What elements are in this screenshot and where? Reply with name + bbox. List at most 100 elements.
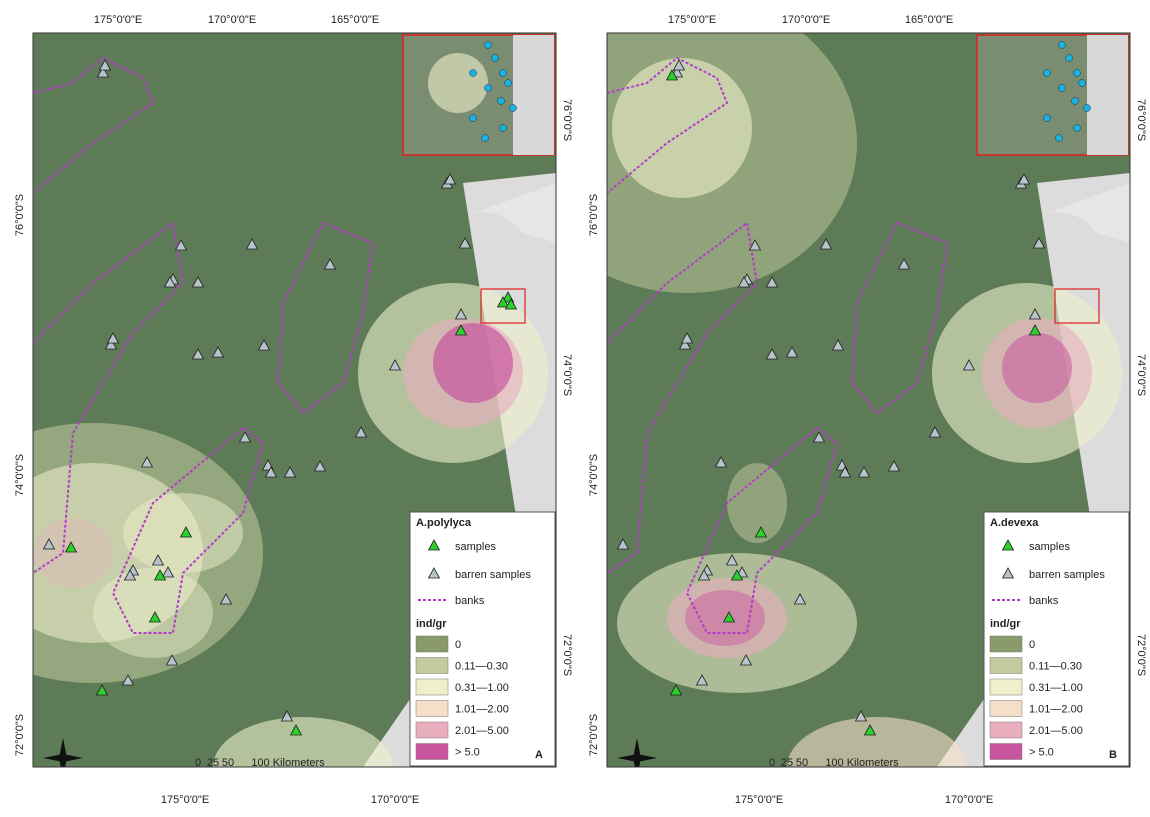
inset-site [1072, 98, 1079, 105]
inset-site [1059, 85, 1066, 92]
inset-site [498, 98, 505, 105]
legend-swatch [416, 658, 448, 674]
legend-label: 0.31—1.00 [1029, 682, 1083, 694]
scale-bar: 02550100 Kilometers [769, 757, 899, 775]
top-coordinate: 175°0'0"E [668, 14, 716, 26]
density-zone [1002, 333, 1072, 403]
scale-segment [228, 771, 258, 775]
inset-site [500, 125, 507, 132]
panel-letter: B [1109, 749, 1117, 761]
legend-label: banks [1029, 595, 1059, 607]
legend-label: 1.01—2.00 [1029, 704, 1083, 716]
top-coordinate: 170°0'0"E [208, 14, 256, 26]
panel-letter: A [535, 749, 543, 761]
density-zone [33, 518, 113, 588]
inset-site [485, 42, 492, 49]
inset-site [1059, 42, 1066, 49]
inset-land [1087, 35, 1128, 155]
density-zone [93, 568, 213, 658]
inset-site [1084, 105, 1091, 112]
legend-label: 0.31—1.00 [455, 682, 509, 694]
legend-label: 2.01—5.00 [1029, 725, 1083, 737]
legend-label: 0.11—0.30 [1029, 661, 1082, 673]
inset-site [482, 135, 489, 142]
legend-swatch [990, 744, 1022, 760]
legend-swatch [990, 636, 1022, 652]
left-coordinate: 76°0'0"S [14, 194, 26, 236]
right-coordinate: 72°0'0"S [561, 634, 573, 676]
map-panel: 02550100 Kilometers A.devexa samples barren… [517, 0, 1147, 817]
legend-swatch [416, 636, 448, 652]
legend-unit: ind/gr [416, 618, 447, 630]
inset-site [505, 80, 512, 87]
left-coordinate: 76°0'0"S [588, 194, 600, 236]
density-zone [433, 323, 513, 403]
legend-swatch [416, 701, 448, 717]
legend-label: 2.01—5.00 [455, 725, 509, 737]
top-coordinate: 175°0'0"E [94, 14, 142, 26]
left-coordinate: 72°0'0"S [588, 714, 600, 756]
legend-label: > 5.0 [1029, 747, 1054, 759]
top-coordinate: 165°0'0"E [331, 14, 379, 26]
legend-label: 0 [1029, 639, 1035, 651]
inset-site [1066, 55, 1073, 62]
legend-swatch [416, 679, 448, 695]
left-coordinate: 74°0'0"S [14, 454, 26, 496]
top-coordinate: 170°0'0"E [782, 14, 830, 26]
inset-site [492, 55, 499, 62]
scale-segment [772, 771, 787, 775]
legend-swatch [990, 701, 1022, 717]
top-coordinate: 165°0'0"E [905, 14, 953, 26]
bottom-coordinate: 170°0'0"E [945, 794, 993, 806]
legend-label: 0.11—0.30 [455, 661, 508, 673]
density-zone [685, 590, 765, 646]
legend-swatch [416, 722, 448, 738]
scale-bar: 02550100 Kilometers [195, 757, 325, 775]
legend-label: 1.01—2.00 [455, 704, 509, 716]
legend-label: samples [455, 541, 496, 553]
density-zone [612, 58, 752, 198]
bottom-coordinate: 175°0'0"E [735, 794, 783, 806]
bottom-coordinate: 170°0'0"E [371, 794, 419, 806]
legend-unit: ind/gr [990, 618, 1021, 630]
inset-site [500, 70, 507, 77]
scale-track [198, 771, 318, 775]
right-coordinate: 72°0'0"S [1135, 634, 1147, 676]
legend-swatch [990, 722, 1022, 738]
figure: 02550100 KilometersA.polylycasamplesbarr… [0, 0, 1150, 817]
legend-swatch [990, 679, 1022, 695]
scale-track [772, 771, 892, 775]
legend-label: samples [1029, 541, 1070, 553]
right-coordinate: 76°0'0"S [1135, 99, 1147, 141]
inset-site [1044, 115, 1051, 122]
bottom-coordinate: 175°0'0"E [161, 794, 209, 806]
left-coordinate: 72°0'0"S [14, 714, 26, 756]
inset-site [1056, 135, 1063, 142]
scale-segment [802, 771, 832, 775]
inset-zone [428, 53, 488, 113]
inset-site [470, 70, 477, 77]
legend-swatch [990, 658, 1022, 674]
legend-label: barren samples [455, 569, 531, 581]
legend-label: barren samples [1029, 569, 1105, 581]
right-coordinate: 74°0'0"S [1135, 354, 1147, 396]
inset-site [470, 115, 477, 122]
legend-label: 0 [455, 639, 461, 651]
left-coordinate: 74°0'0"S [588, 454, 600, 496]
inset-site [1079, 80, 1086, 87]
legend-title: A.devexa [990, 517, 1039, 529]
right-coordinate: 76°0'0"S [561, 99, 573, 141]
scale-segment [198, 771, 213, 775]
inset-site [1044, 70, 1051, 77]
density-zone [727, 463, 787, 543]
legend-label: > 5.0 [455, 747, 480, 759]
legend: A.devexa samples barren samples banks ind/gr… [984, 512, 1129, 766]
inset-site [1074, 125, 1081, 132]
legend-label: banks [455, 595, 485, 607]
inset-site [485, 85, 492, 92]
inset-land [513, 35, 554, 155]
inset-site [510, 105, 517, 112]
map-panel: 02550100 KilometersA.polylycasamplesbarr… [0, 14, 573, 817]
inset-site [1074, 70, 1081, 77]
